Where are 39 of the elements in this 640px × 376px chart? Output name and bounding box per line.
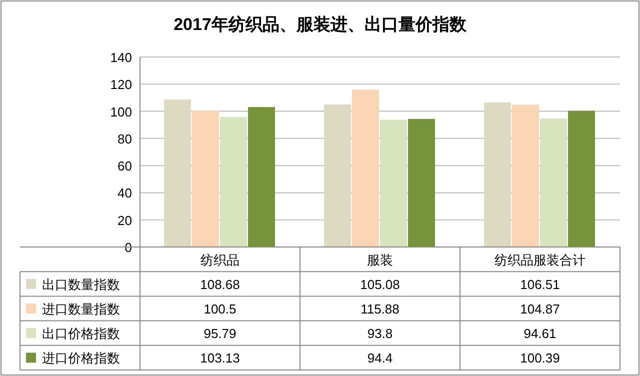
y-tick-label: 60 [118,158,132,174]
y-tick-label: 20 [118,212,132,228]
x-tick-label: 纺织品 [200,252,240,268]
bar [324,104,351,247]
data-label: 94.4 [367,350,393,366]
data-label: 100.39 [520,350,560,366]
bar [512,104,539,247]
y-tick-label: 40 [118,186,132,201]
bar [380,120,407,247]
bar [408,118,435,247]
bar [484,102,511,247]
data-label: 115.88 [360,302,400,316]
legend-label: 进口价格指数 [42,350,120,366]
y-tick-label: 80 [118,131,132,146]
data-label: 108.68 [200,276,240,292]
bar [164,100,191,247]
x-tick-label: 纺织品服装合计 [494,252,586,268]
data-label: 103.13 [200,350,240,366]
bar [248,107,275,247]
chart-title: 2017年纺织品、服装进、出口量价指数 [174,15,468,34]
y-tick-label: 120 [110,77,132,92]
bar [352,90,379,247]
legend-label: 出口价格指数 [42,326,120,342]
data-label: 93.8 [367,326,393,342]
data-label: 106.51 [520,276,560,292]
data-label: 105.08 [360,276,400,292]
bar [220,117,247,247]
data-label: 104.87 [520,302,560,316]
y-tick-label: 140 [110,50,132,65]
x-tick-label: 服装 [367,252,393,268]
bar [540,118,567,247]
bar [568,110,595,247]
bar [192,110,219,247]
y-tick-label: 100 [110,104,132,120]
data-label: 95.79 [204,326,236,342]
legend-label: 出口数量指数 [42,276,120,292]
data-label: 94.61 [524,326,556,342]
legend-label: 进口数量指数 [42,302,120,316]
data-label: 100.5 [204,302,236,316]
